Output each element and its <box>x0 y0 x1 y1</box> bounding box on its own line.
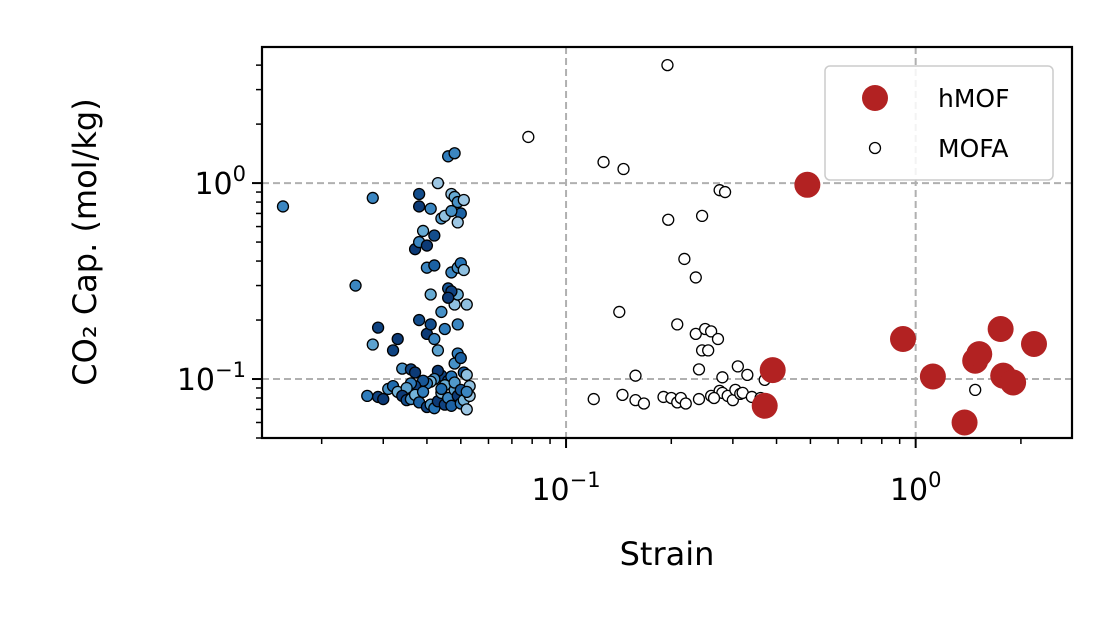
legend-label-hmof: hMOF <box>938 84 1009 113</box>
legend-marker-hmof <box>862 85 888 111</box>
blue-point <box>412 187 426 201</box>
mofa-point <box>707 391 721 405</box>
blue-point <box>441 291 455 304</box>
mofa-point <box>613 305 626 319</box>
hmof-point <box>1000 369 1027 396</box>
blue-point <box>445 204 458 218</box>
mofa-point <box>597 155 610 169</box>
blue-point <box>428 259 441 272</box>
blue-point <box>435 305 448 319</box>
hmof-point <box>751 392 778 419</box>
mofa-point <box>616 388 629 402</box>
mofa-point <box>695 209 709 223</box>
hmof-point <box>919 363 946 390</box>
blue-point <box>460 403 473 416</box>
legend: hMOF MOFA <box>824 65 1054 181</box>
blue-point <box>424 202 437 215</box>
mofa-point <box>522 130 535 144</box>
blue-point <box>361 389 374 403</box>
blue-point <box>416 224 430 238</box>
mofa-point <box>711 332 725 346</box>
hmof-point <box>759 357 786 384</box>
hmof-point <box>890 326 917 353</box>
hmof-point <box>966 341 993 368</box>
mofa-point <box>969 383 982 397</box>
blue-point <box>412 200 426 213</box>
mofa-point <box>617 162 630 176</box>
blue-point <box>349 279 362 292</box>
mofa-point <box>716 371 729 384</box>
blue-point <box>276 200 290 213</box>
mofa-point <box>689 327 702 341</box>
mofa-point <box>741 368 754 382</box>
mofa-point <box>704 325 718 338</box>
mofa-point <box>702 344 715 357</box>
blue-point <box>424 318 437 331</box>
blue-point <box>460 368 473 382</box>
hmof-point <box>794 171 821 198</box>
blue-point <box>416 385 430 399</box>
blue-point <box>408 366 422 379</box>
mofa-point <box>689 271 702 284</box>
mofa-point <box>731 360 744 373</box>
y-tick-label: 100 <box>194 162 246 202</box>
blue-point <box>428 229 441 242</box>
legend-marker-mofa <box>868 141 882 155</box>
blue-point <box>457 263 470 277</box>
mofa-point <box>671 318 684 331</box>
x-tick-label: 100 <box>890 468 942 508</box>
blue-point <box>460 298 473 311</box>
blue-point <box>366 191 379 205</box>
blue-point <box>377 392 390 406</box>
axis-ticks <box>252 64 1022 448</box>
blue-point <box>366 338 379 351</box>
y-axis-label: CO₂ Cap. (mol/kg) <box>66 98 104 385</box>
blue-point <box>438 322 451 336</box>
x-axis-label: Strain <box>620 535 715 573</box>
blue-point <box>412 313 426 327</box>
blue-point <box>460 385 473 399</box>
blue-point <box>428 332 441 346</box>
blue-point <box>435 382 448 396</box>
axis-tick-labels: 10−1 100 10−1 100 <box>177 162 942 508</box>
mofa-point <box>629 369 642 382</box>
mofa-point <box>637 397 651 410</box>
blue-point <box>371 321 385 334</box>
blue-point <box>451 216 464 229</box>
blue-point <box>454 351 467 365</box>
blue-point <box>451 318 464 331</box>
blue-point <box>431 176 445 190</box>
x-tick-label: 10−1 <box>531 468 600 508</box>
mofa-point <box>718 185 732 199</box>
blue-point <box>424 288 437 301</box>
mofa-point <box>661 58 674 72</box>
y-tick-label: 10−1 <box>177 358 246 398</box>
blue-point <box>386 344 400 357</box>
blue-point <box>457 193 470 207</box>
hmof-point <box>951 409 978 436</box>
hmof-point <box>987 316 1014 343</box>
blue-point <box>391 332 404 346</box>
mofa-point <box>692 392 706 406</box>
blue-point <box>420 239 434 252</box>
blue-point <box>448 147 461 160</box>
hmof-point <box>1020 330 1047 357</box>
mofa-point <box>587 392 600 406</box>
mofa-point <box>692 363 706 376</box>
data-points <box>276 58 1047 436</box>
mofa-point <box>662 213 675 226</box>
blue-point <box>431 344 445 357</box>
legend-label-mofa: MOFA <box>938 134 1008 163</box>
mofa-point <box>679 397 692 410</box>
mofa-point <box>678 252 691 266</box>
